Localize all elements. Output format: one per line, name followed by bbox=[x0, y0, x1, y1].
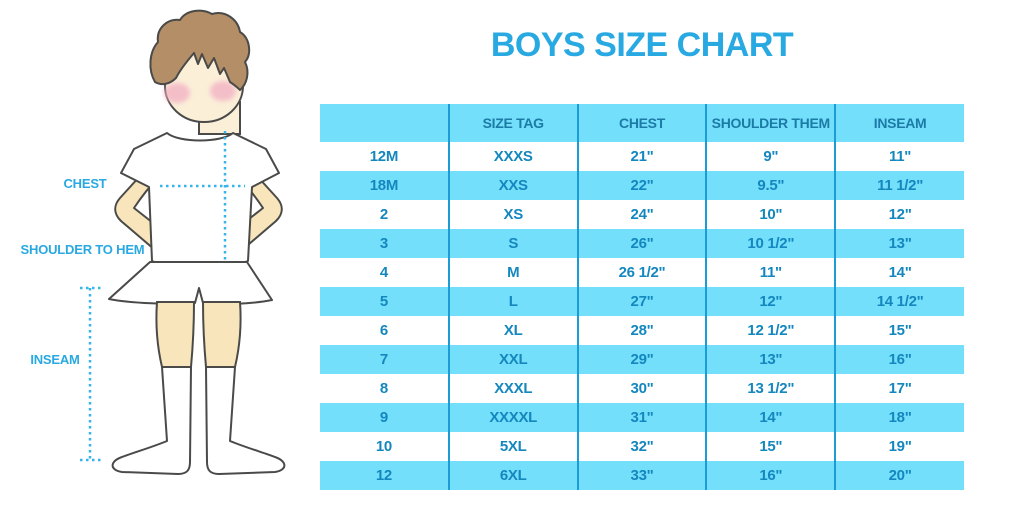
table-cell: XXXL bbox=[447, 374, 578, 403]
table-body: 12M XXXS 21" 9" 11" 18M XXS 22" 9.5" 11 1/2" 2 XS 24… bbox=[320, 142, 964, 490]
table-cell: 13" bbox=[834, 229, 964, 258]
table-cell: 24" bbox=[576, 200, 707, 229]
table-cell: XXS bbox=[447, 171, 578, 200]
header-cell-chest: CHEST bbox=[576, 104, 707, 142]
table-cell: S bbox=[447, 229, 578, 258]
table-cell: 11 1/2" bbox=[834, 171, 964, 200]
table-row: 10 5XL 32" 15" 19" bbox=[320, 432, 964, 461]
table-cell: 9.5" bbox=[705, 171, 836, 200]
table-cell: 13" bbox=[705, 345, 836, 374]
table-cell: 12 bbox=[320, 461, 449, 490]
table-cell: 5XL bbox=[447, 432, 578, 461]
table-row: 9 XXXXL 31" 14" 18" bbox=[320, 403, 964, 432]
table-cell: 31" bbox=[576, 403, 707, 432]
table-cell: 32" bbox=[576, 432, 707, 461]
chest-label: CHEST bbox=[63, 176, 107, 191]
table-cell: 27" bbox=[576, 287, 707, 316]
table-cell: 19" bbox=[834, 432, 964, 461]
table-row: 2 XS 24" 10" 12" bbox=[320, 200, 964, 229]
page-title: BOYS SIZE CHART bbox=[490, 26, 794, 64]
table-cell: 22" bbox=[576, 171, 707, 200]
table-cell: XXXXL bbox=[447, 403, 578, 432]
table-row: 12 6XL 33" 16" 20" bbox=[320, 461, 964, 490]
table-cell: 8 bbox=[379, 380, 388, 397]
table-cell: 12" bbox=[834, 200, 964, 229]
table-cell: 15" bbox=[834, 316, 964, 345]
boy-illustration bbox=[80, 9, 286, 475]
table-cell: 12 1/2" bbox=[705, 316, 836, 345]
table-row: 6 XL 28" 12 1/2" 15" bbox=[320, 316, 964, 345]
boy-shorts bbox=[108, 261, 273, 305]
table-cell: 11" bbox=[834, 142, 964, 171]
table-cell: 33" bbox=[576, 461, 707, 490]
table-cell: 26" bbox=[576, 229, 707, 258]
table-cell: L bbox=[447, 287, 578, 316]
table-cell: 10 bbox=[375, 438, 392, 455]
table-cell: M bbox=[447, 258, 578, 287]
shoulder-to-hem-label: SHOULDER TO HEM bbox=[20, 242, 145, 257]
table-cell: 26 1/2" bbox=[576, 258, 707, 287]
table-cell: 29" bbox=[576, 345, 707, 374]
table-row: 18M XXS 22" 9.5" 11 1/2" bbox=[320, 171, 964, 200]
table-cell: 20" bbox=[834, 461, 964, 490]
table-cell: 6XL bbox=[447, 461, 578, 490]
size-table: SIZE TAG CHEST SHOULDER THEM INSEAM 12M X… bbox=[320, 104, 964, 490]
table-cell: 10" bbox=[705, 200, 836, 229]
table-cell: 11" bbox=[705, 258, 836, 287]
header-cell-size-tag: SIZE TAG bbox=[447, 104, 578, 142]
table-cell: 10 1/2" bbox=[705, 229, 836, 258]
header-cell-shoulder: SHOULDER THEM bbox=[705, 104, 836, 142]
table-cell: 21" bbox=[576, 142, 707, 171]
table-cell: 7 bbox=[320, 345, 449, 374]
table-cell: 28" bbox=[576, 316, 707, 345]
header-cell-inseam: INSEAM bbox=[834, 104, 964, 142]
table-cell: 15" bbox=[705, 432, 836, 461]
table-cell: 12" bbox=[705, 287, 836, 316]
table-cell: 30" bbox=[576, 374, 707, 403]
table-row: 4 M 26 1/2" 11" 14" bbox=[320, 258, 964, 287]
table-header-row: SIZE TAG CHEST SHOULDER THEM INSEAM bbox=[320, 104, 964, 142]
boy-hair bbox=[149, 9, 251, 91]
table-cell: 16" bbox=[834, 345, 964, 374]
table-row: 3 S 26" 10 1/2" 13" bbox=[320, 229, 964, 258]
table-row: 5 L 27" 12" 14 1/2" bbox=[320, 287, 964, 316]
table-row: 7 XXL 29" 13" 16" bbox=[320, 345, 964, 374]
table-cell: 14" bbox=[705, 403, 836, 432]
table-cell: XS bbox=[447, 200, 578, 229]
table-cell: 13 1/2" bbox=[705, 374, 836, 403]
table-cell: 12M bbox=[369, 148, 399, 165]
table-cell: 9" bbox=[705, 142, 836, 171]
header-cell-size bbox=[320, 104, 449, 142]
boy-knees bbox=[155, 301, 242, 368]
table-cell: 2 bbox=[379, 206, 388, 223]
table-cell: XL bbox=[447, 316, 578, 345]
table-cell: XXL bbox=[447, 345, 578, 374]
table-cell: 16" bbox=[705, 461, 836, 490]
table-cell: 17" bbox=[834, 374, 964, 403]
table-cell: 18M bbox=[320, 171, 449, 200]
table-cell: 14 1/2" bbox=[834, 287, 964, 316]
table-cell: 14" bbox=[834, 258, 964, 287]
boy-cheeks bbox=[164, 81, 236, 103]
table-cell: 18" bbox=[834, 403, 964, 432]
table-cell: 3 bbox=[320, 229, 449, 258]
table-cell: 6 bbox=[379, 322, 388, 339]
table-cell: 5 bbox=[320, 287, 449, 316]
table-row: 8 XXXL 30" 13 1/2" 17" bbox=[320, 374, 964, 403]
boy-socks bbox=[111, 366, 286, 475]
table-cell: 4 bbox=[379, 264, 388, 281]
table-cell: XXXS bbox=[447, 142, 578, 171]
table-cell: 9 bbox=[320, 403, 449, 432]
inseam-label: INSEAM bbox=[30, 352, 80, 367]
table-row: 12M XXXS 21" 9" 11" bbox=[320, 142, 964, 171]
